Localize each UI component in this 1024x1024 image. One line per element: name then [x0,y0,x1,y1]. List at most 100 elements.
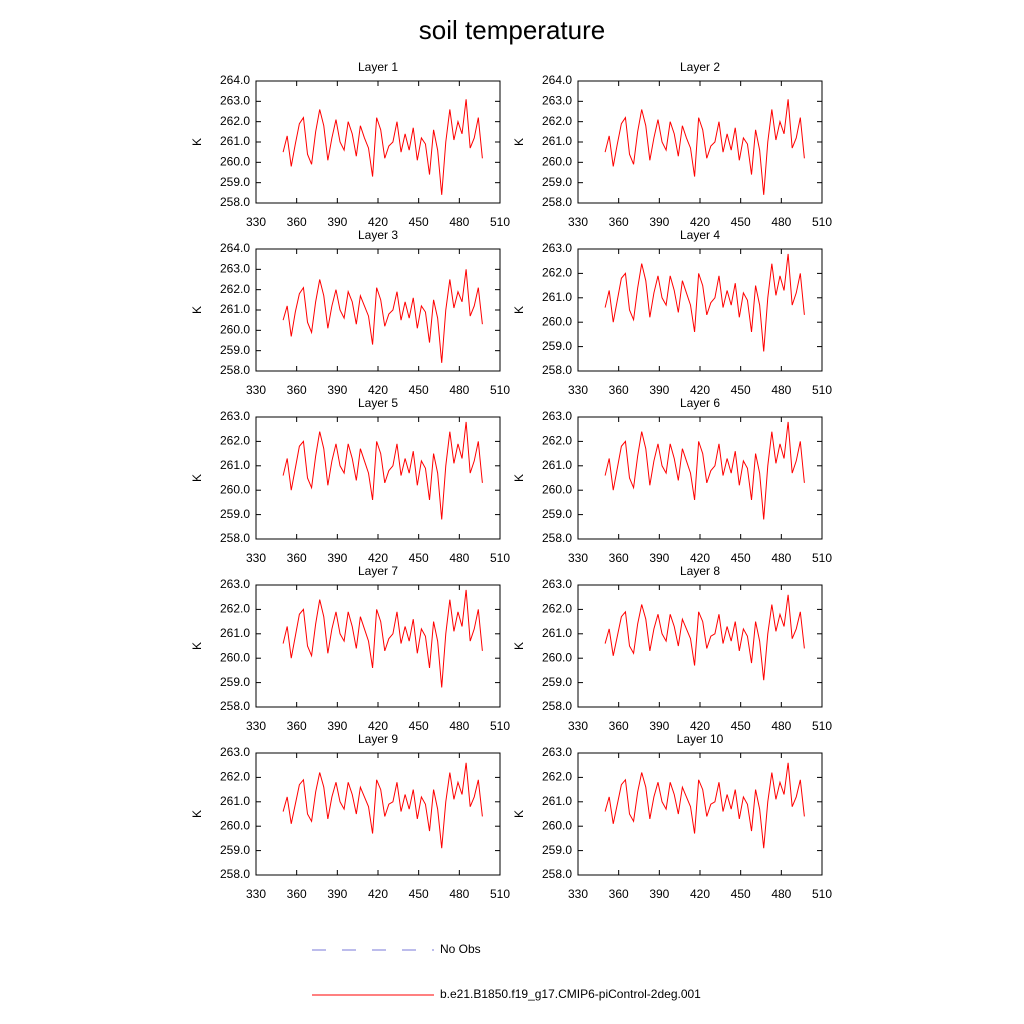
x-tick-label: 510 [812,215,832,229]
y-tick-label: 262.0 [220,114,250,128]
x-tick-label: 510 [490,719,510,733]
y-tick-label: 258.0 [542,195,572,209]
x-tick-label: 330 [246,887,266,901]
x-tick-label: 420 [368,383,388,397]
y-tick-label: 259.0 [220,343,250,357]
x-tick-label: 330 [246,551,266,565]
data-line [282,762,483,849]
y-tick-label: 258.0 [542,363,572,377]
y-tick-label: 260.0 [220,155,250,169]
x-tick-label: 480 [449,551,469,565]
panel-title: Layer 3 [358,228,398,242]
y-tick-label: 261.0 [220,302,250,316]
x-tick-label: 360 [609,215,629,229]
data-line [604,99,805,195]
y-tick-label: 263.0 [542,577,572,591]
y-tick-label: 259.0 [220,507,250,521]
y-axis-label: K [512,810,526,818]
x-tick-label: 480 [449,215,469,229]
panel-title: Layer 4 [680,228,720,242]
x-tick-label: 420 [690,887,710,901]
y-tick-label: 261.0 [542,134,572,148]
y-tick-label: 261.0 [542,794,572,808]
x-tick-label: 450 [409,719,429,733]
x-tick-label: 420 [690,383,710,397]
data-line [282,589,483,688]
x-tick-label: 480 [771,383,791,397]
x-tick-label: 480 [449,887,469,901]
y-tick-label: 262.0 [220,602,250,616]
x-tick-label: 450 [409,887,429,901]
x-tick-label: 510 [812,551,832,565]
x-tick-label: 480 [449,719,469,733]
x-tick-label: 510 [490,215,510,229]
panel-title: Layer 10 [677,732,724,746]
x-tick-label: 330 [246,215,266,229]
y-tick-label: 260.0 [220,323,250,337]
panel: Layer 2 K 258.0 259.0 260.0 261.0 262.0 263.0 26… [512,60,832,229]
x-tick-label: 390 [649,719,669,733]
x-tick-label: 480 [449,383,469,397]
plot-frame [577,416,823,540]
panel: Layer 5 K 258.0 259.0 260.0 261.0 262.0 263.0 33… [190,396,510,565]
panel-title: Layer 8 [680,564,720,578]
y-tick-label: 262.0 [220,770,250,784]
y-tick-label: 263.0 [542,745,572,759]
data-line [282,99,483,195]
x-tick-label: 450 [409,215,429,229]
y-tick-label: 260.0 [542,818,572,832]
y-tick-label: 259.0 [542,675,572,689]
y-tick-label: 263.0 [220,745,250,759]
plot-frame [255,248,501,372]
panel: Layer 8 K 258.0 259.0 260.0 261.0 262.0 263.0 33… [512,564,832,733]
panel: Layer 10 K 258.0 259.0 260.0 261.0 262.0 263.0 3… [512,732,832,901]
data-line [604,762,805,849]
x-tick-label: 390 [327,887,347,901]
x-tick-label: 390 [327,215,347,229]
y-tick-label: 263.0 [220,577,250,591]
x-tick-label: 450 [409,551,429,565]
y-tick-label: 260.0 [220,482,250,496]
y-tick-label: 260.0 [220,818,250,832]
x-tick-label: 510 [812,887,832,901]
panel-title: Layer 6 [680,396,720,410]
plot-frame [255,416,501,540]
panel: Layer 4 K 258.0 259.0 260.0 261.0 262.0 263.0 33… [512,228,832,397]
plot-frame [255,80,501,204]
x-tick-label: 510 [812,383,832,397]
y-tick-label: 258.0 [542,699,572,713]
x-tick-label: 450 [731,383,751,397]
plot-frame [577,752,823,876]
y-axis-label: K [512,306,526,314]
plot-frame [255,752,501,876]
x-tick-label: 420 [368,215,388,229]
y-tick-label: 258.0 [542,867,572,881]
y-tick-label: 262.0 [220,282,250,296]
y-tick-label: 258.0 [542,531,572,545]
y-tick-label: 260.0 [220,650,250,664]
y-tick-label: 262.0 [542,434,572,448]
y-tick-label: 260.0 [542,482,572,496]
panel-title: Layer 2 [680,60,720,74]
y-tick-label: 259.0 [542,843,572,857]
legend-label: No Obs [440,942,481,956]
x-tick-label: 480 [771,719,791,733]
x-tick-label: 480 [771,551,791,565]
x-tick-label: 360 [609,887,629,901]
data-line [604,253,805,352]
y-tick-label: 258.0 [220,363,250,377]
y-axis-label: K [190,810,204,818]
y-tick-label: 258.0 [220,867,250,881]
data-line [282,269,483,363]
plot-frame [577,248,823,372]
y-axis-label: K [190,474,204,482]
x-tick-label: 450 [731,551,751,565]
y-tick-label: 259.0 [542,507,572,521]
y-tick-label: 262.0 [542,602,572,616]
y-tick-label: 258.0 [220,531,250,545]
x-tick-label: 330 [568,719,588,733]
panel-title: Layer 5 [358,396,398,410]
x-tick-label: 390 [327,551,347,565]
y-tick-label: 261.0 [220,626,250,640]
x-tick-label: 510 [490,383,510,397]
